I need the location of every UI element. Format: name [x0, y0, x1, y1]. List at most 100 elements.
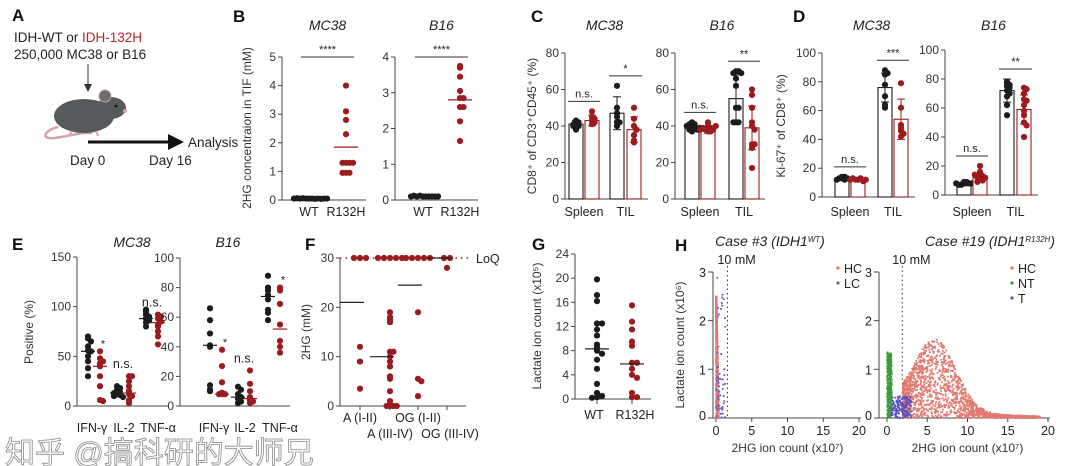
data-point: [943, 404, 945, 407]
data-point: [717, 410, 720, 413]
data-point: [963, 388, 966, 390]
x-category-label: TIL: [616, 205, 634, 219]
data-point: [978, 416, 981, 419]
data-point: [896, 399, 899, 402]
data-point: [902, 399, 905, 402]
data-point: [890, 393, 893, 396]
data-point: [748, 86, 756, 93]
data-point: [953, 398, 956, 401]
x-category-label: OG (III-IV): [421, 427, 479, 441]
data-point: [935, 366, 938, 368]
data-point: [1022, 416, 1024, 419]
data-point: [1022, 417, 1025, 419]
data-point: [942, 369, 945, 372]
data-point: [921, 366, 924, 368]
data-point: [922, 394, 925, 396]
data-point: [946, 413, 949, 416]
data-point: [909, 410, 912, 413]
data-point: [969, 404, 972, 407]
data-point: [956, 416, 959, 419]
data-point: [720, 416, 723, 419]
data-point: [910, 383, 913, 386]
significance-label: n.s.: [113, 357, 133, 371]
data-point: [926, 368, 929, 371]
data-point: [748, 164, 756, 172]
data-point: [919, 399, 922, 402]
data-point: [902, 404, 905, 407]
x-tick-label: 10: [781, 424, 795, 438]
data-point: [936, 354, 939, 357]
data-point: [715, 356, 718, 359]
data-point: [956, 389, 959, 391]
data-point: [978, 408, 981, 411]
data-point: [930, 387, 933, 390]
data-point: [925, 350, 927, 352]
data-point: [895, 411, 898, 413]
panel-label-e: E: [12, 235, 23, 254]
data-point: [972, 416, 975, 419]
data-point: [924, 412, 927, 414]
data-point: [978, 411, 981, 414]
data-point: [920, 388, 923, 391]
data-point: [264, 296, 272, 303]
data-point: [593, 326, 601, 333]
data-point: [923, 349, 926, 352]
data-point: [953, 412, 956, 415]
data-point: [967, 397, 970, 400]
data-point: [722, 298, 725, 300]
data-point: [952, 406, 955, 408]
data-point: [934, 392, 937, 394]
y-tick-label: 20: [546, 156, 560, 170]
data-point: [937, 404, 940, 407]
data-point: [898, 400, 901, 403]
data-point: [720, 406, 723, 409]
x-category-label: R132H: [327, 205, 366, 219]
data-point: [970, 407, 973, 410]
y-tick-label: 1: [865, 363, 872, 377]
data-point: [967, 415, 970, 417]
data-point: [886, 393, 889, 396]
data-point: [972, 410, 975, 413]
data-point: [987, 414, 990, 417]
data-point: [918, 370, 920, 373]
data-point: [887, 402, 890, 404]
data-point: [917, 368, 920, 370]
data-point: [907, 376, 909, 378]
data-point: [1020, 112, 1028, 119]
data-point: [927, 361, 930, 364]
data-point: [921, 406, 923, 408]
data-point: [918, 353, 921, 356]
data-point: [715, 302, 718, 305]
data-point: [945, 400, 948, 403]
data-point: [945, 415, 948, 417]
x-category-label: R132H: [616, 408, 655, 422]
data-point: [946, 375, 949, 378]
data-point: [902, 384, 905, 387]
data-point: [943, 375, 946, 378]
data-point: [909, 380, 912, 383]
data-point: [912, 390, 914, 393]
data-point: [264, 287, 272, 294]
data-point: [975, 411, 978, 414]
data-point: [980, 410, 983, 412]
data-point: [929, 351, 931, 353]
data-point: [936, 415, 939, 418]
data-point: [975, 409, 978, 412]
data-point: [889, 415, 892, 418]
x-category-label: Spleen: [681, 205, 720, 219]
data-point: [972, 407, 975, 410]
data-point: [975, 412, 978, 415]
data-point: [717, 375, 719, 378]
y-tick-label: 0: [562, 392, 569, 406]
data-point: [891, 413, 894, 416]
data-point: [904, 412, 906, 414]
data-point: [570, 122, 577, 130]
significance-label: *: [101, 338, 106, 350]
data-point: [933, 384, 936, 386]
data-point: [933, 385, 936, 388]
data-point: [715, 332, 718, 335]
data-point: [1033, 417, 1036, 419]
data-point: [919, 379, 922, 382]
data-point: [946, 411, 948, 414]
data-point: [922, 353, 925, 356]
